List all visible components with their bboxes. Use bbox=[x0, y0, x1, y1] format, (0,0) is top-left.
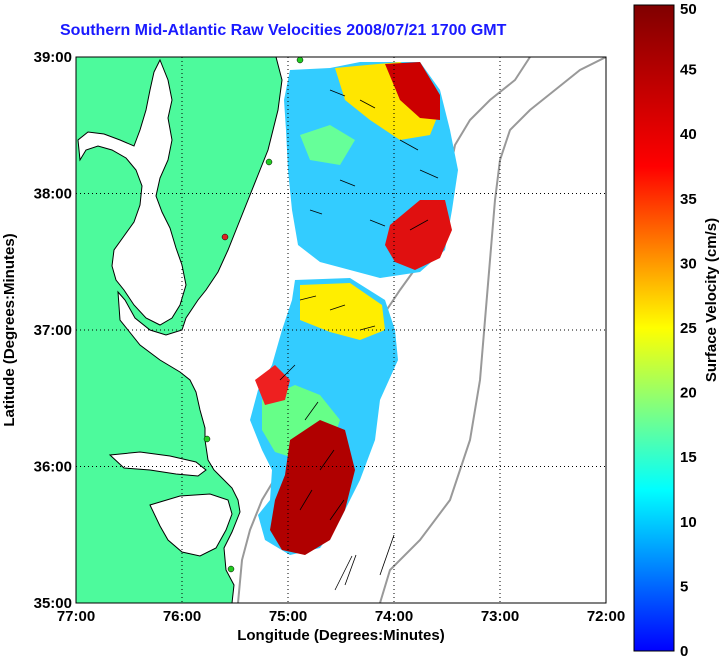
velocity-arrows bbox=[279, 89, 439, 591]
y-tick-label: 39:00 bbox=[34, 49, 72, 66]
x-axis-label: Longitude (Degrees:Minutes) bbox=[237, 627, 445, 644]
colorbar-tick-label: 45 bbox=[680, 62, 697, 79]
colorbar-tick-label: 35 bbox=[680, 191, 697, 208]
pamlico-sound bbox=[149, 493, 233, 557]
x-tick-label: 76:00 bbox=[163, 608, 201, 625]
station-marker bbox=[227, 565, 235, 573]
x-tick-label: 74:00 bbox=[375, 608, 413, 625]
velocity-field-north-hot2 bbox=[385, 200, 452, 270]
colorbar-tick-label: 5 bbox=[680, 578, 688, 595]
colorbar-tick-label: 20 bbox=[680, 385, 697, 402]
y-tick-label: 35:00 bbox=[34, 595, 72, 612]
velocity-field-south-hot bbox=[270, 420, 355, 555]
colorbar-tick-label: 15 bbox=[680, 449, 697, 466]
station-marker bbox=[203, 435, 211, 443]
velocity-field-south-yellow bbox=[300, 283, 385, 340]
y-tick-label: 38:00 bbox=[34, 186, 72, 203]
grid-lines bbox=[76, 57, 606, 603]
colorbar-tick-label: 30 bbox=[680, 255, 697, 272]
station-marker bbox=[296, 57, 304, 64]
colorbar-tick-label: 10 bbox=[680, 514, 697, 531]
velocity-field-north-green bbox=[300, 125, 355, 165]
x-tick-label: 77:00 bbox=[57, 608, 95, 625]
x-tick-labels: 77:00 76:00 75:00 74:00 73:00 72:00 bbox=[57, 608, 625, 625]
colorbar bbox=[633, 4, 675, 652]
bathymetry-contour-outer bbox=[379, 57, 606, 603]
y-tick-labels: 39:00 38:00 37:00 36:00 35:00 bbox=[34, 49, 72, 612]
x-tick-label: 73:00 bbox=[481, 608, 519, 625]
plot-frame bbox=[75, 56, 607, 604]
y-axis-label: Latitude (Degrees:Minutes) bbox=[1, 233, 18, 426]
colorbar-tick-label: 40 bbox=[680, 126, 697, 143]
bathymetry-contour bbox=[237, 57, 531, 603]
map-title: Southern Mid-Atlantic Raw Velocities 200… bbox=[60, 22, 507, 39]
station-marker bbox=[265, 158, 273, 166]
y-tick-label: 36:00 bbox=[34, 459, 72, 476]
colorbar-tick-label: 50 bbox=[680, 1, 697, 18]
colorbar-tick-label: 25 bbox=[680, 320, 697, 337]
station-marker bbox=[221, 233, 229, 241]
x-tick-label: 72:00 bbox=[587, 608, 625, 625]
x-tick-label: 75:00 bbox=[269, 608, 307, 625]
y-tick-label: 37:00 bbox=[34, 322, 72, 339]
colorbar-tick-label: 0 bbox=[680, 643, 688, 659]
colorbar-label: Surface Velocity (cm/s) bbox=[703, 218, 720, 382]
velocity-field-north-hot1 bbox=[385, 62, 440, 120]
velocity-field-south-red bbox=[255, 365, 290, 405]
